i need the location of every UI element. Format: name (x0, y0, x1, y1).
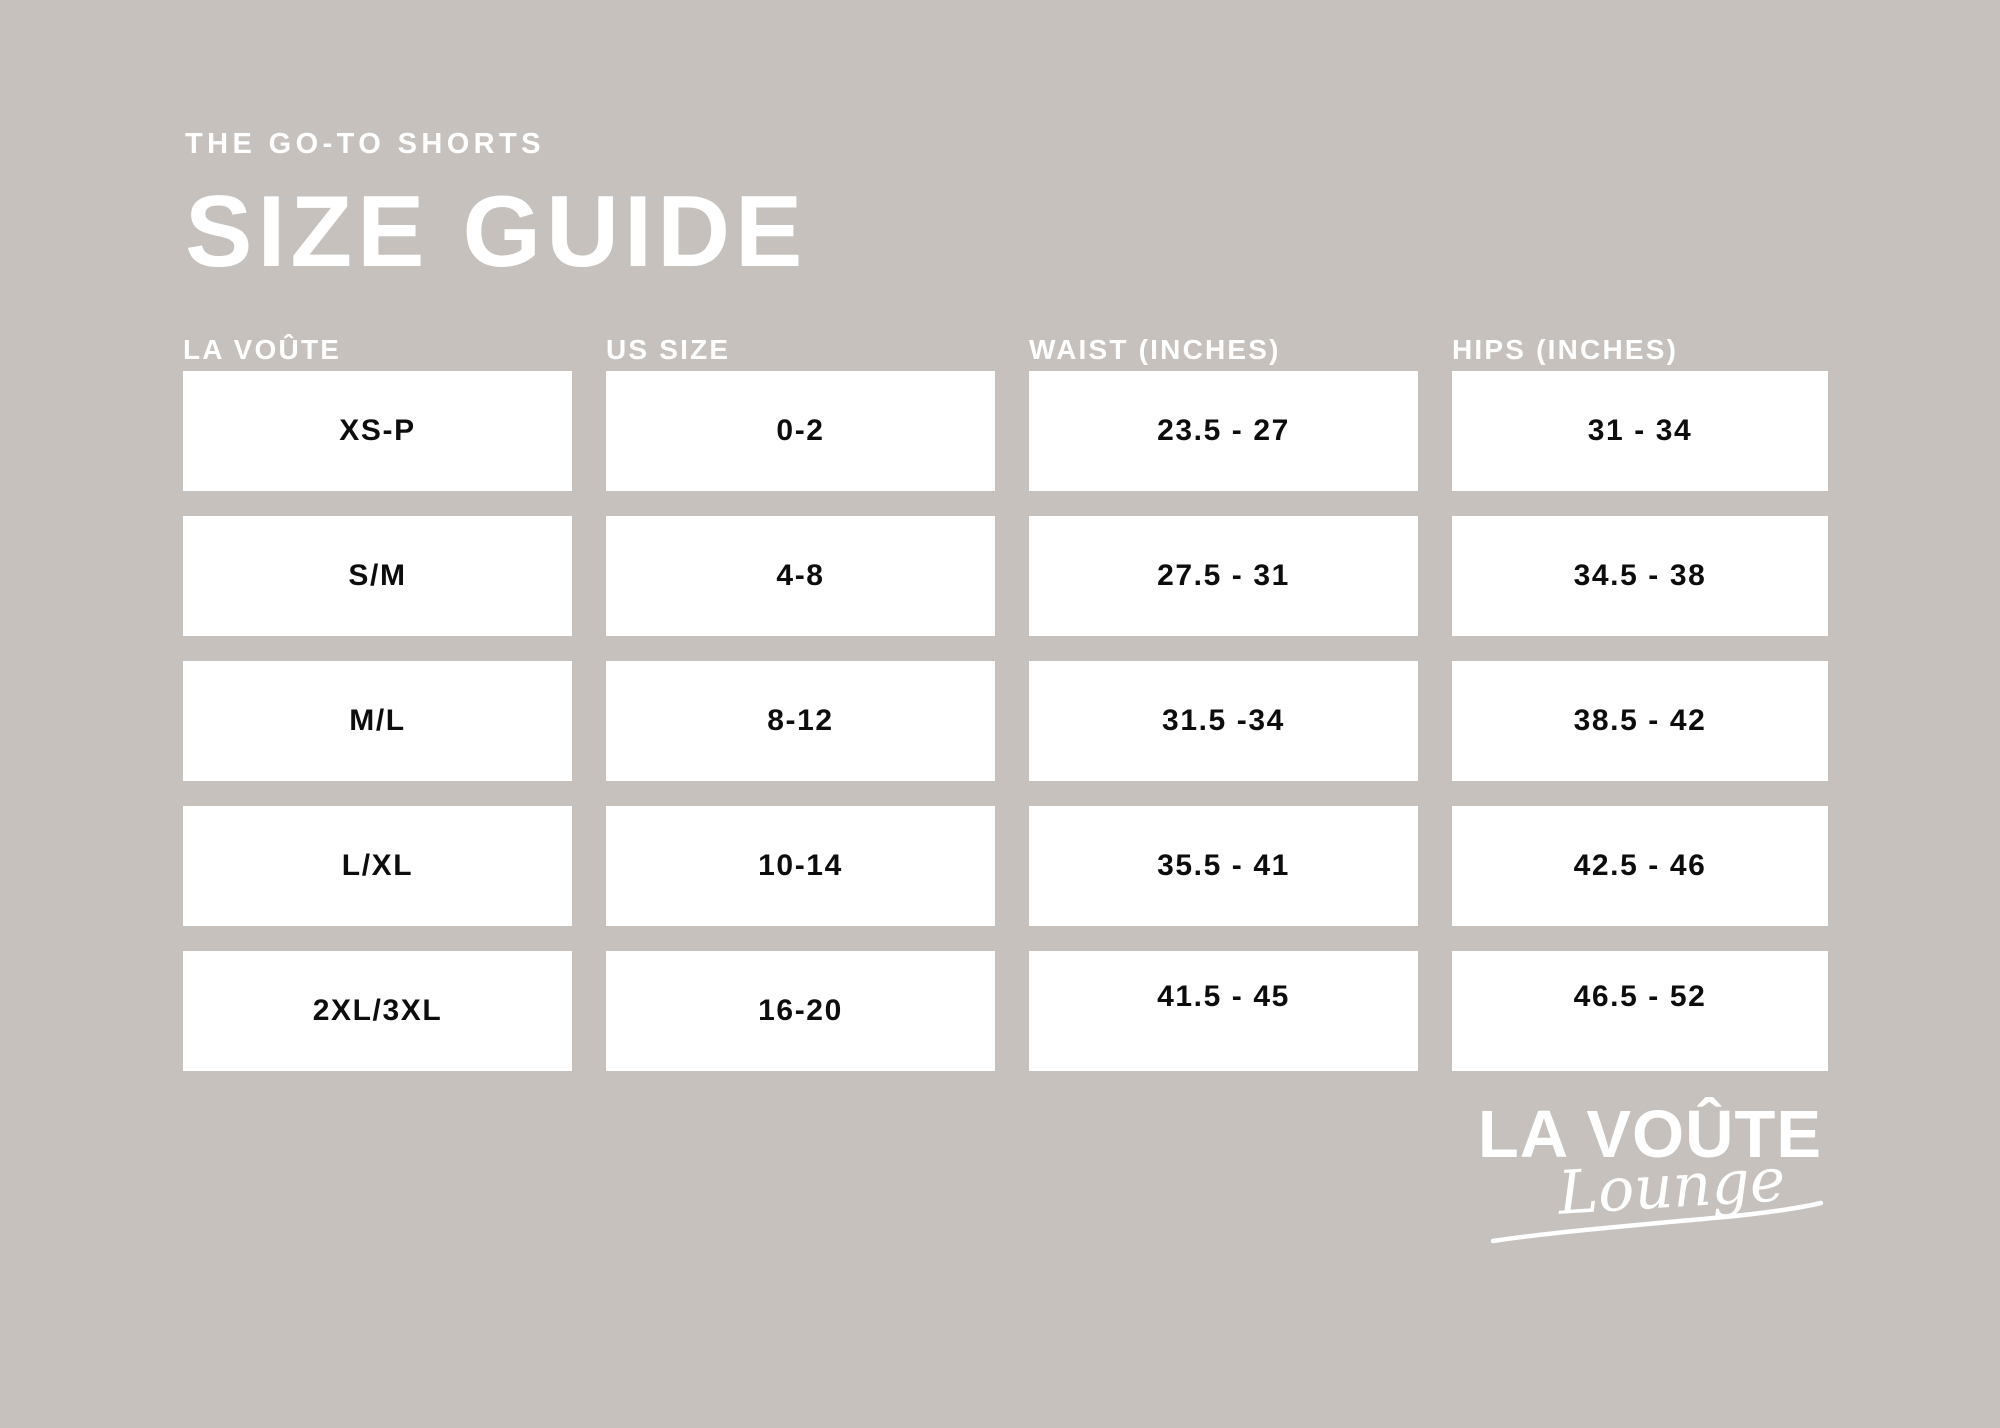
column-gap (995, 951, 1029, 1071)
cell-us-size: 4-8 (606, 516, 995, 636)
column-gap (1418, 806, 1452, 926)
column-header-waist: WAIST (INCHES) (1029, 334, 1281, 365)
cell-hips: 31 - 34 (1452, 371, 1828, 491)
page-title: SIZE GUIDE (185, 176, 808, 288)
column-header-hips: HIPS (INCHES) (1452, 334, 1679, 365)
cell-hips: 38.5 - 42 (1452, 661, 1828, 781)
cell-hips: 34.5 - 38 (1452, 516, 1828, 636)
column-gap (995, 516, 1029, 636)
cell-la-voute: S/M (183, 516, 572, 636)
cell-us-size: 0-2 (606, 371, 995, 491)
cell-la-voute: 2XL/3XL (183, 951, 572, 1071)
column-gap (1418, 951, 1452, 1071)
cell-us-size: 10-14 (606, 806, 995, 926)
cell-waist: 41.5 - 45 (1029, 951, 1418, 1071)
table-row: M/L 8-12 31.5 -34 38.5 - 42 (183, 661, 1828, 781)
logo-script-lounge: Lounge (1556, 1145, 1788, 1229)
column-gap (1418, 661, 1452, 781)
column-gap (572, 951, 606, 1071)
brand-logo: LA VOÛTE Lounge (1455, 1093, 1845, 1253)
cell-hips: 46.5 - 52 (1452, 951, 1828, 1071)
column-header-la-voute: LA VOÛTE (183, 334, 342, 365)
cell-us-size: 16-20 (606, 951, 995, 1071)
cell-waist: 35.5 - 41 (1029, 806, 1418, 926)
column-gap (1418, 371, 1452, 491)
logo-wordmark: LA VOÛTE (1477, 1097, 1823, 1172)
cell-waist: 27.5 - 31 (1029, 516, 1418, 636)
table-row: S/M 4-8 27.5 - 31 34.5 - 38 (183, 516, 1828, 636)
column-gap (995, 371, 1029, 491)
column-gap (995, 806, 1029, 926)
table-row: XS-P 0-2 23.5 - 27 31 - 34 (183, 371, 1828, 491)
cell-waist: 23.5 - 27 (1029, 371, 1418, 491)
cell-la-voute: L/XL (183, 806, 572, 926)
table-row: L/XL 10-14 35.5 - 41 42.5 - 46 (183, 806, 1828, 926)
table-header-row: LA VOÛTE US SIZE WAIST (INCHES) HIPS (IN… (183, 320, 1828, 364)
column-gap (572, 661, 606, 781)
cell-hips: 42.5 - 46 (1452, 806, 1828, 926)
poster-header: THE GO-TO SHORTS SIZE GUIDE (185, 128, 1885, 288)
column-gap (572, 371, 606, 491)
column-gap (572, 806, 606, 926)
table-body: XS-P 0-2 23.5 - 27 31 - 34 S/M 4-8 27.5 … (183, 371, 1828, 1071)
column-header-us-size: US SIZE (606, 334, 731, 365)
column-gap (995, 661, 1029, 781)
cell-la-voute: M/L (183, 661, 572, 781)
column-gap (1418, 516, 1452, 636)
eyebrow-text: THE GO-TO SHORTS (185, 128, 545, 160)
column-gap (572, 516, 606, 636)
table-row: 2XL/3XL 16-20 41.5 - 45 46.5 - 52 (183, 951, 1828, 1071)
cell-waist: 31.5 -34 (1029, 661, 1418, 781)
cell-us-size: 8-12 (606, 661, 995, 781)
cell-la-voute: XS-P (183, 371, 572, 491)
size-chart-table: LA VOÛTE US SIZE WAIST (INCHES) HIPS (IN… (183, 320, 1828, 1071)
